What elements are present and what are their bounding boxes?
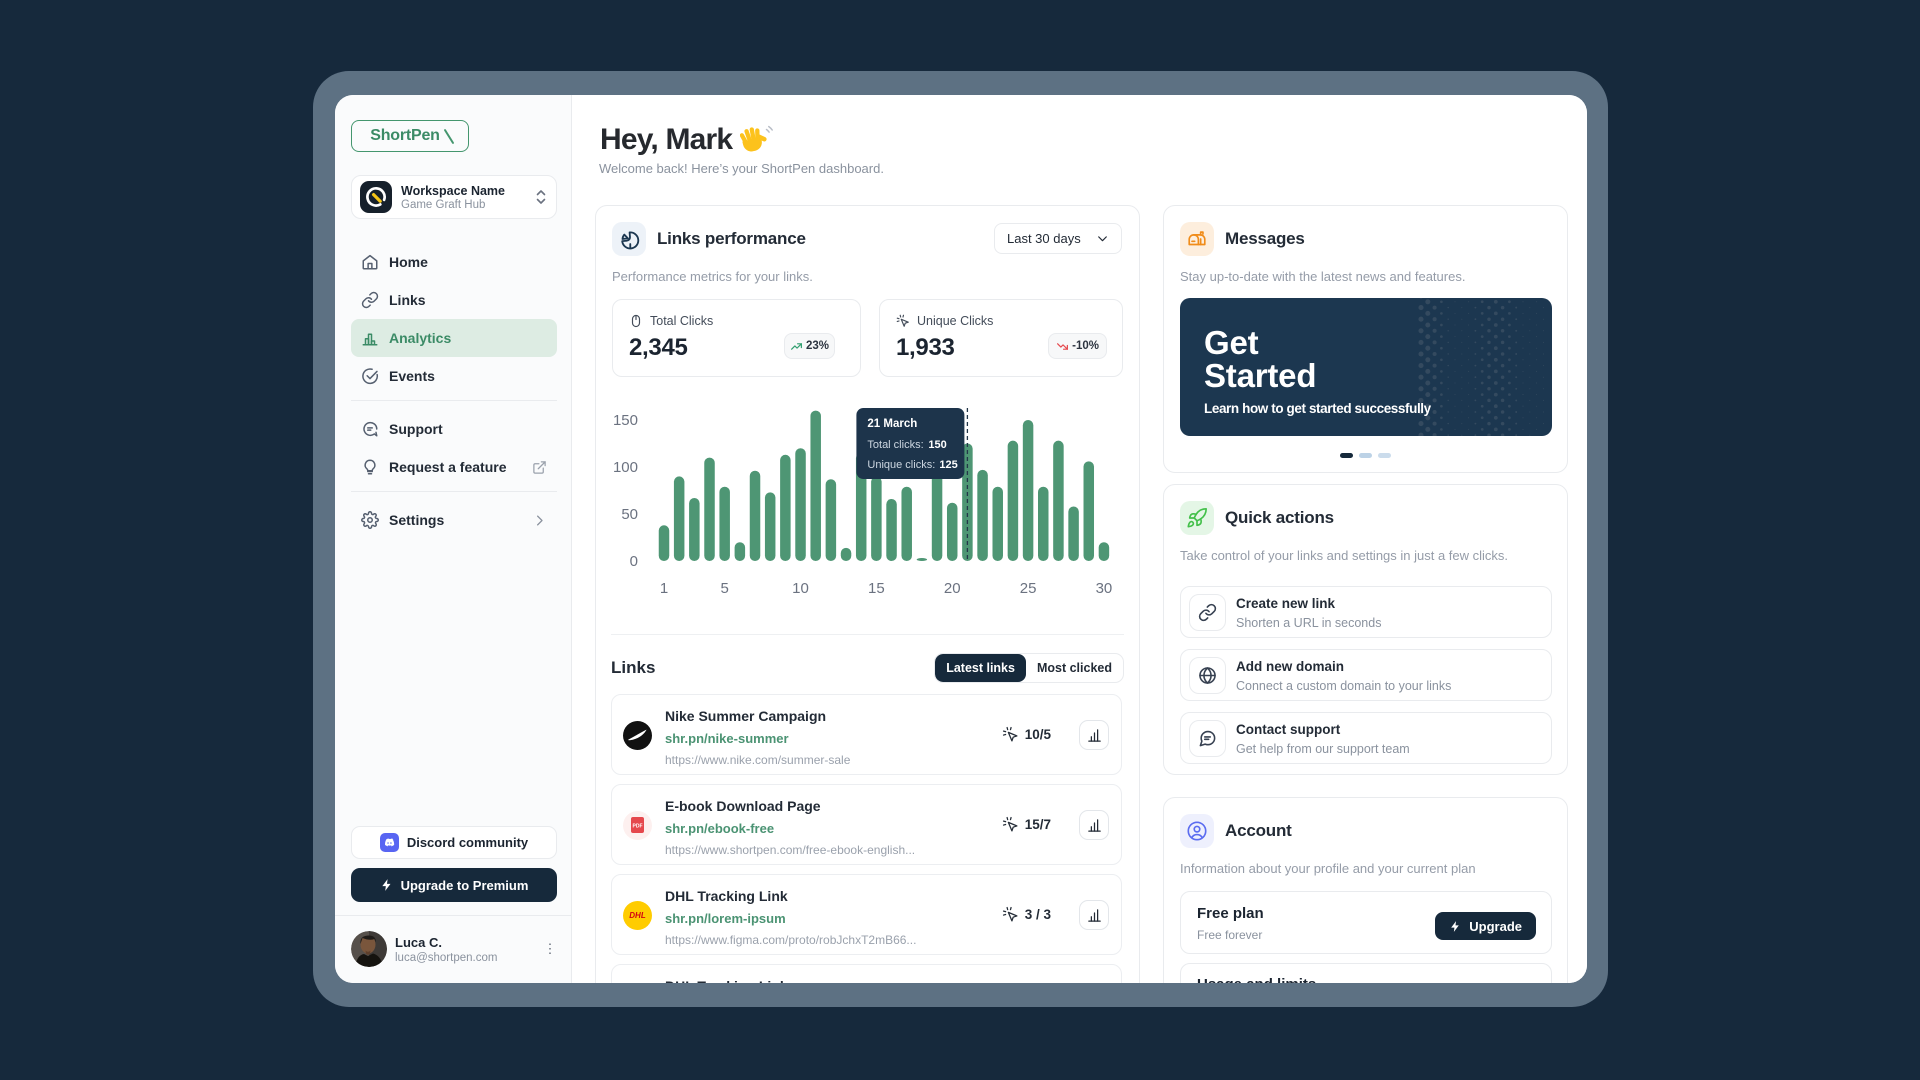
svg-text:150: 150 <box>928 439 946 451</box>
svg-text:Total clicks:: Total clicks: <box>867 439 923 451</box>
svg-text:PDF: PDF <box>633 824 643 830</box>
svg-text:10: 10 <box>792 580 809 597</box>
svg-text:21 March: 21 March <box>867 418 917 430</box>
svg-text:DHL: DHL <box>629 911 646 920</box>
svg-text:Unique clicks:: Unique clicks: <box>867 459 935 471</box>
svg-text:1: 1 <box>660 580 668 597</box>
svg-text:15: 15 <box>868 580 885 597</box>
svg-text:150: 150 <box>613 412 638 429</box>
svg-text:20: 20 <box>944 580 961 597</box>
svg-text:125: 125 <box>939 459 957 471</box>
svg-text:0: 0 <box>630 553 638 570</box>
svg-text:30: 30 <box>1096 580 1113 597</box>
svg-text:5: 5 <box>721 580 729 597</box>
svg-text:25: 25 <box>1020 580 1037 597</box>
svg-text:50: 50 <box>621 506 638 523</box>
svg-text:100: 100 <box>613 459 638 476</box>
